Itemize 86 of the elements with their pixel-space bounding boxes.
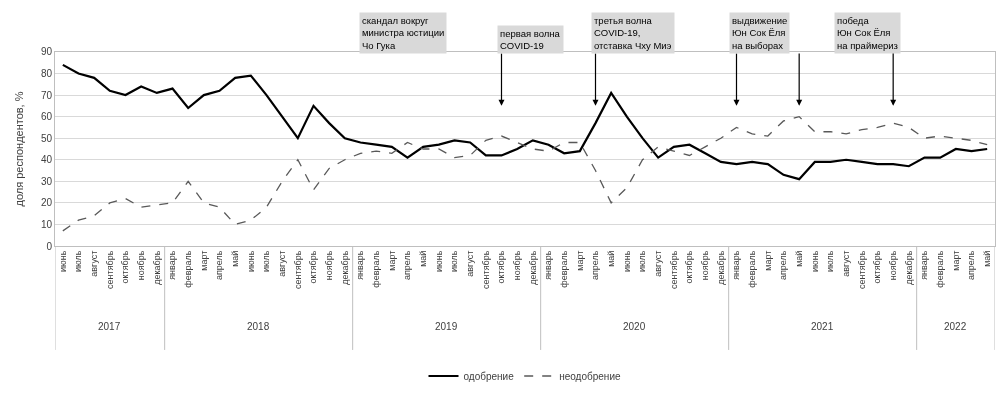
x-tick-label: февраль	[935, 250, 946, 288]
x-tick-label: март	[386, 250, 397, 271]
text: выдвижение Юн Сок Ёля на выборах	[732, 15, 788, 51]
x-tick-label: август	[89, 250, 100, 277]
y-tick-label: 50	[40, 132, 53, 144]
text: 2017	[98, 321, 121, 332]
x-tick-label: январь	[543, 250, 554, 280]
x-tick-label: декабрь	[151, 250, 162, 285]
x-tick-label: март	[574, 250, 585, 271]
x-tick-label: ноябрь	[888, 250, 899, 281]
line-series	[62, 115, 988, 232]
y-tick-label: 30	[40, 175, 53, 187]
x-tick-label: апрель	[778, 250, 789, 281]
x-tick-label: октябрь	[872, 250, 883, 284]
x-tick-label: май	[230, 250, 241, 267]
text: 2020	[623, 321, 646, 332]
x-tick-label: январь	[919, 250, 930, 280]
y-tick-label: 60	[40, 111, 53, 123]
x-tick-label: август	[841, 250, 852, 277]
x-tick-label: февраль	[371, 250, 382, 288]
x-tick-label: июнь	[57, 250, 68, 273]
x-tick-label: ноябрь	[512, 250, 523, 281]
x-tick-label: октябрь	[120, 250, 131, 284]
x-tick-label: июнь	[621, 250, 632, 273]
x-tick-label: декабрь	[903, 250, 914, 285]
x-tick-label: август	[653, 250, 664, 277]
x-tick-label: октябрь	[308, 250, 319, 284]
x-tick-label: сентябрь	[104, 250, 115, 289]
x-tick-label: июнь	[245, 250, 256, 273]
x-tick-label: июль	[825, 250, 836, 273]
y-tick-label: 90	[40, 46, 53, 58]
line-series	[61, 63, 989, 181]
text: 2021	[811, 321, 834, 332]
text: 2019	[435, 321, 458, 332]
x-tick-label: август	[465, 250, 476, 277]
x-tick-label: февраль	[183, 250, 194, 288]
x-tick-label: ноябрь	[324, 250, 335, 281]
x-tick-label: май	[606, 250, 617, 267]
text: третья волна COVID-19, отставка Чху Миэ	[594, 15, 672, 51]
legend-label: одобрение	[463, 370, 515, 382]
x-tick-label: апрель	[214, 250, 225, 281]
x-tick-label: февраль	[559, 250, 570, 288]
text: 2018	[247, 321, 270, 332]
x-tick-label: июль	[73, 250, 84, 273]
x-tick-label: октябрь	[684, 250, 695, 284]
x-tick-label: октябрь	[496, 250, 507, 284]
x-tick-label: декабрь	[527, 250, 538, 285]
x-tick-label: апрель	[966, 250, 977, 281]
y-tick-label: 40	[40, 154, 53, 166]
y-tick-label: 0	[46, 240, 53, 252]
x-tick-label: сентябрь	[480, 250, 491, 289]
x-tick-label: март	[950, 250, 961, 271]
x-tick-label: июль	[261, 250, 272, 273]
x-tick-label: май	[418, 250, 429, 267]
text: скандал вокруг министра юстиции Чо Гука	[362, 15, 445, 51]
x-tick-label: апрель	[590, 250, 601, 281]
y-tick-label: 20	[40, 197, 53, 209]
x-tick-label: август	[277, 250, 288, 277]
x-tick-label: май	[982, 250, 993, 267]
y-tick-label: 80	[40, 68, 53, 80]
x-tick-label: сентябрь	[668, 250, 679, 289]
x-tick-label: июль	[637, 250, 648, 273]
x-tick-label: март	[762, 250, 773, 271]
y-tick-label: 70	[40, 89, 53, 101]
text: первая волна COVID-19	[500, 28, 561, 52]
x-tick-label: апрель	[402, 250, 413, 281]
x-tick-label: март	[198, 250, 209, 271]
x-tick-label: январь	[355, 250, 366, 280]
text: 2022	[944, 321, 967, 332]
x-tick-label: июнь	[809, 250, 820, 273]
y-axis-title: доля респондентов, %	[12, 91, 25, 207]
legend-label: неодобрение	[559, 370, 621, 382]
x-tick-label: ноябрь	[700, 250, 711, 281]
x-tick-label: январь	[731, 250, 742, 280]
x-tick-label: ноябрь	[136, 250, 147, 281]
x-tick-label: июль	[449, 250, 460, 273]
x-tick-label: сентябрь	[856, 250, 867, 289]
x-tick-label: декабрь	[339, 250, 350, 285]
x-tick-label: январь	[167, 250, 178, 280]
x-tick-label: февраль	[747, 250, 758, 288]
x-tick-label: июнь	[433, 250, 444, 273]
x-tick-label: май	[794, 250, 805, 267]
text: победа Юн Сок Ёля на праймериз	[837, 15, 898, 51]
y-tick-label: 10	[40, 218, 53, 230]
x-tick-label: сентябрь	[292, 250, 303, 289]
x-tick-label: декабрь	[715, 250, 726, 285]
